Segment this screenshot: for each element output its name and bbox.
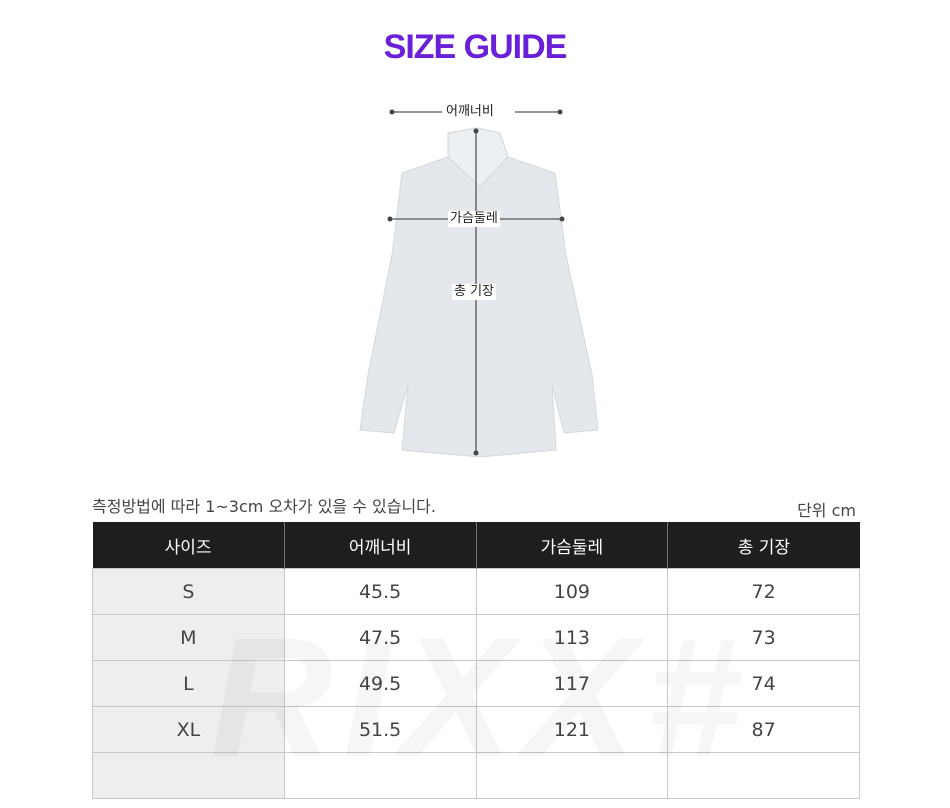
shoulder-cell (283, 752, 477, 799)
chest-label: 가슴둘레 (448, 211, 500, 227)
chest-cell: 121 (475, 706, 669, 753)
total-length-label: 총 기장 (452, 284, 497, 300)
size-table: 사이즈 어깨너비 가슴둘레 총 기장 S 45.5 109 72 M 47.5 113 73 L… (92, 522, 860, 799)
header-size: 사이즈 (92, 522, 285, 569)
table-row: XL 51.5 121 87 (92, 706, 860, 753)
length-cell: 74 (667, 660, 860, 707)
length-cell: 87 (667, 706, 860, 753)
page-title: SIZE GUIDE (383, 28, 568, 66)
shoulder-cell: 51.5 (283, 706, 477, 753)
header-length: 총 기장 (667, 522, 860, 569)
size-cell: M (92, 614, 285, 661)
measurement-note: 측정방법에 따라 1~3cm 오차가 있을 수 있습니다. (92, 497, 436, 516)
shoulder-width-label: 어깨너비 (444, 104, 496, 120)
shoulder-cell: 49.5 (283, 660, 477, 707)
header-chest: 가슴둘레 (476, 522, 669, 569)
unit-label: 단위 cm (797, 501, 856, 520)
table-row: L 49.5 117 74 (92, 660, 860, 707)
length-cell (667, 752, 860, 799)
size-cell: L (92, 660, 285, 707)
header-shoulder: 어깨너비 (284, 522, 477, 569)
length-cell: 72 (667, 568, 860, 615)
size-cell: S (92, 568, 285, 615)
table-header-row: 사이즈 어깨너비 가슴둘레 총 기장 (92, 522, 860, 569)
length-cell: 73 (667, 614, 860, 661)
size-cell: XL (92, 706, 285, 753)
chest-cell: 117 (475, 660, 669, 707)
table-row: S 45.5 109 72 (92, 568, 860, 615)
chest-cell: 109 (475, 568, 669, 615)
shirt-image (359, 109, 599, 458)
chest-cell (475, 752, 669, 799)
table-row (92, 752, 860, 799)
shirt-diagram: 어깨너비 가슴둘레 총 기장 (330, 95, 630, 465)
shoulder-cell: 47.5 (283, 614, 477, 661)
chest-cell: 113 (475, 614, 669, 661)
size-cell (92, 752, 285, 799)
shoulder-cell: 45.5 (283, 568, 477, 615)
table-row: M 47.5 113 73 (92, 614, 860, 661)
